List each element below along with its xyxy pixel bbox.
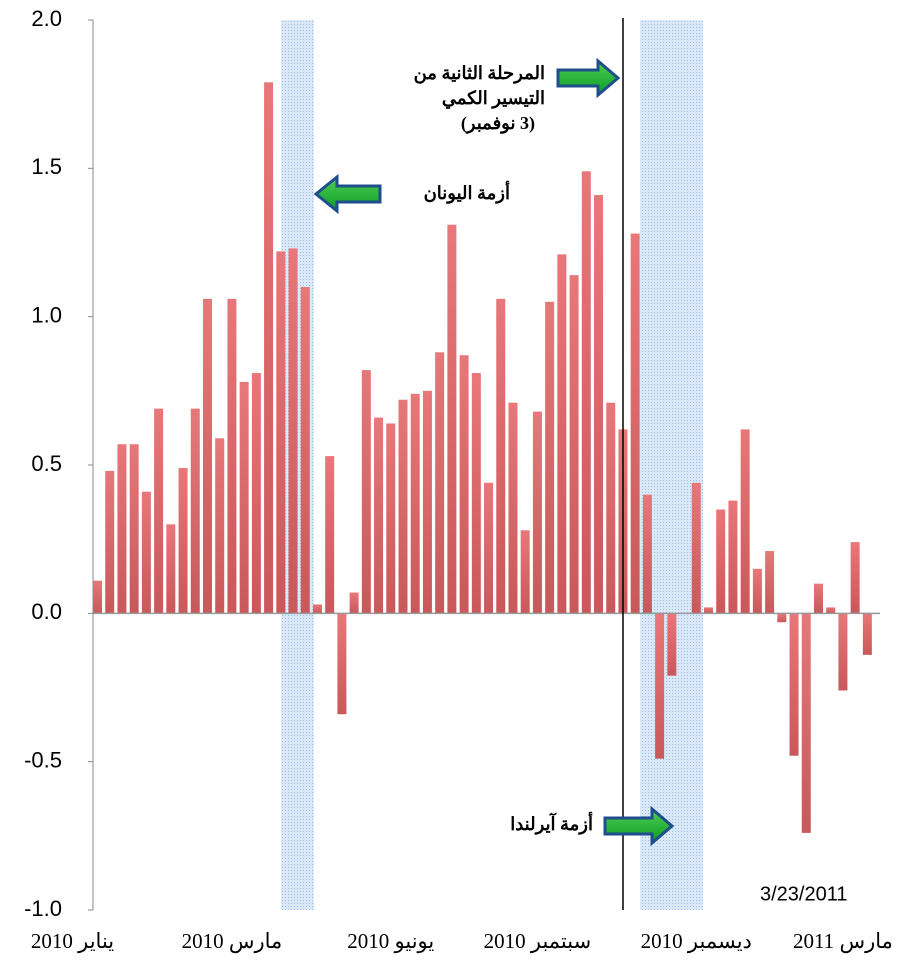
y-tick-label: -1.0	[24, 896, 62, 921]
bar	[154, 408, 164, 614]
bar	[667, 613, 677, 676]
bar	[594, 195, 604, 614]
bar	[691, 482, 701, 614]
bar	[288, 248, 298, 614]
bar	[447, 224, 457, 614]
bar	[471, 373, 481, 614]
bar	[435, 352, 445, 614]
y-tick-label: 0.5	[31, 451, 62, 476]
bar	[459, 355, 469, 614]
ireland-arrow	[603, 805, 675, 847]
qe2-label: المرحلة الثانية من	[414, 63, 545, 84]
bar	[361, 370, 371, 614]
x-tick-label: يونيو 2010	[347, 929, 434, 954]
ireland-label: أزمة آيرلندا	[510, 812, 593, 835]
ireland-band	[640, 20, 703, 910]
bar	[239, 381, 249, 614]
bar	[374, 417, 384, 614]
bar	[325, 456, 335, 614]
bar	[337, 613, 347, 715]
bar	[532, 411, 542, 614]
bar	[227, 298, 237, 614]
bar	[655, 613, 665, 759]
bar	[166, 524, 176, 614]
bar	[300, 287, 310, 614]
bar	[716, 509, 726, 614]
x-tick-label: مارس 2011	[793, 929, 893, 954]
bar	[410, 393, 420, 614]
bar	[704, 607, 713, 614]
qe2-label: التيسير الكمي	[442, 88, 545, 109]
bar	[813, 583, 823, 614]
bar	[557, 254, 567, 614]
y-tick-label: -0.5	[24, 747, 62, 772]
qe2-label: (3 نوفمبر)	[461, 113, 535, 134]
bar	[642, 494, 652, 614]
bar	[141, 491, 151, 614]
bar	[215, 438, 225, 614]
bar	[606, 402, 616, 614]
bar	[545, 301, 555, 614]
x-tick-label: يناير 2010	[31, 929, 114, 954]
date-label: 3/23/2011	[760, 883, 848, 905]
bar	[93, 580, 102, 614]
bar	[765, 551, 775, 614]
greece-label: أزمة اليونان	[424, 181, 510, 204]
bar	[496, 298, 506, 614]
bar	[312, 604, 322, 614]
bar	[484, 482, 494, 614]
bar	[630, 233, 640, 614]
bar	[349, 592, 359, 614]
bar	[569, 275, 579, 614]
bar	[190, 408, 200, 614]
y-tick-label: 0.0	[31, 599, 62, 624]
bar	[422, 390, 432, 614]
y-tick-label: 1.0	[31, 302, 62, 327]
bar	[178, 467, 188, 614]
bar	[508, 402, 518, 614]
bar	[520, 530, 530, 614]
bar	[264, 82, 274, 614]
bar	[728, 500, 738, 614]
bar	[386, 423, 396, 614]
x-tick-label: مارس 2010	[182, 929, 283, 954]
bar	[838, 613, 848, 691]
bar	[129, 444, 139, 614]
bar	[251, 373, 261, 614]
qe2-arrow	[556, 57, 621, 99]
bar	[276, 251, 286, 614]
bar	[752, 568, 762, 614]
bar	[105, 470, 115, 614]
bar	[777, 613, 787, 623]
bar	[801, 613, 811, 833]
bar	[202, 298, 212, 614]
greece-arrow	[313, 173, 382, 215]
bar	[581, 171, 591, 614]
bar	[826, 607, 836, 614]
y-tick-label: 1.5	[31, 154, 62, 179]
bar	[398, 399, 408, 614]
bar	[850, 542, 860, 614]
bar	[117, 444, 127, 614]
bar	[862, 613, 872, 655]
x-tick-label: سبتمبر 2010	[484, 929, 592, 954]
bar	[740, 429, 750, 614]
bar	[789, 613, 799, 756]
x-tick-label: ديسمبر 2010	[641, 929, 752, 954]
y-tick-label: 2.0	[31, 6, 62, 31]
